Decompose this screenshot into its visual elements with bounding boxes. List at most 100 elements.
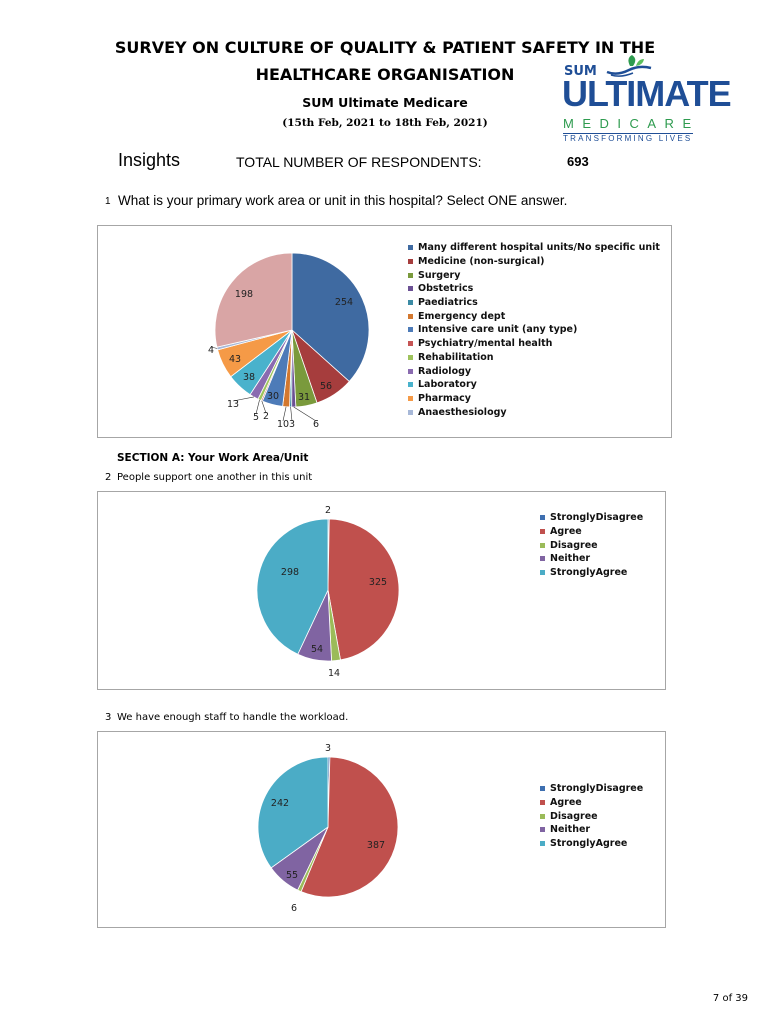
- chart-1-legend: Many different hospital units/No specifi…: [408, 241, 660, 419]
- chart-1-data-label: 6: [313, 419, 319, 430]
- chart-3-data-label: 6: [291, 903, 297, 914]
- chart-1-legend-item-anaesthesiology: Anaesthesiology: [408, 405, 660, 419]
- chart-1-legend-item-rehabilitation: Rehabilitation: [408, 351, 660, 365]
- chart-1-legend-label: Laboratory: [418, 379, 477, 391]
- chart-3-legend-label: StronglyDisagree: [550, 783, 644, 795]
- question-1-number: 1: [105, 196, 111, 207]
- chart-1-data-label: 3: [289, 419, 295, 430]
- chart-1-legend-label: Psychiatry/mental health: [418, 338, 553, 350]
- chart-1-slice-unlabeled: [214, 252, 293, 348]
- question-2-number: 2: [105, 472, 112, 483]
- chart-1-legend-label: Radiology: [418, 365, 472, 377]
- section-a-heading: SECTION A: Your Work Area/Unit: [117, 452, 309, 464]
- chart-2-legend-item-stronglydisagree: StronglyDisagree: [540, 511, 643, 525]
- chart-2-data-label: 2: [325, 505, 331, 516]
- chart-3-legend-item-neither: Neither: [540, 823, 643, 837]
- chart-2-legend-item-agree: Agree: [540, 525, 643, 539]
- chart-1-leader-line: [261, 400, 267, 414]
- chart-2-legend-swatch: [540, 542, 545, 548]
- chart-1-legend-item-medicine-non-surgical: Medicine (non-surgical): [408, 255, 660, 269]
- chart-1-slice-many-different-hospital-units-no-specific-unit: [291, 252, 370, 383]
- logo-medicare-text: MEDICARE: [563, 116, 700, 131]
- chart-1-legend-swatch: [408, 272, 413, 278]
- hand-leaf-icon: [606, 55, 652, 77]
- chart-1-legend-item-paediatrics: Paediatrics: [408, 296, 660, 310]
- survey-dates: (15th Feb, 2021 to 18th Feb, 2021): [282, 117, 488, 129]
- chart-1-legend-swatch: [408, 259, 413, 265]
- chart-1-leader-line: [290, 406, 293, 422]
- report-subtitle: SUM Ultimate Medicare: [302, 95, 468, 110]
- chart-1-legend-swatch: [408, 368, 413, 374]
- chart-3-legend-label: Neither: [550, 824, 591, 836]
- chart-1-data-label: 43: [229, 354, 241, 365]
- insights-label: Insights: [118, 150, 181, 170]
- chart-3-legend-item-stronglydisagree: StronglyDisagree: [540, 782, 643, 796]
- chart-2-data-label: 325: [369, 577, 387, 588]
- chart-3-data-label: 242: [271, 798, 289, 809]
- chart-1-legend-label: Paediatrics: [418, 297, 478, 309]
- chart-2-slice-agree: [327, 518, 400, 661]
- chart-1-legend-item-emergency-dept: Emergency dept: [408, 309, 660, 323]
- chart-1-data-label: 5: [253, 412, 259, 423]
- chart-1-data-label: 56: [320, 381, 332, 392]
- chart-1-legend-label: Emergency dept: [418, 310, 506, 322]
- chart-1-legend-swatch: [408, 286, 413, 292]
- question-2-text: People support one another in this unit: [117, 472, 313, 483]
- chart-2-legend-label: StronglyAgree: [550, 567, 628, 579]
- chart-1-legend-swatch: [408, 327, 413, 333]
- chart-1-legend-label: Anaesthesiology: [418, 406, 507, 418]
- chart-1-legend-label: Medicine (non-surgical): [418, 256, 545, 268]
- chart-1-data-label: 4: [208, 345, 214, 356]
- logo-sum-text: SUM: [564, 64, 597, 79]
- chart-3-slice-agree: [300, 756, 399, 898]
- chart-3-legend-label: StronglyAgree: [550, 838, 628, 850]
- chart-1-leader-line: [255, 399, 260, 415]
- chart-3-legend-item-disagree: Disagree: [540, 809, 643, 823]
- chart-1-leader-line: [232, 396, 255, 402]
- chart-3-legend-swatch: [540, 827, 545, 833]
- chart-2-legend-label: Neither: [550, 553, 591, 565]
- chart-1-data-label: 31: [298, 392, 310, 403]
- chart-1-legend-swatch: [408, 300, 413, 306]
- chart-3-data-label: 55: [286, 870, 298, 881]
- chart-2-box: 2 325 14 54 298 StronglyDisagree Agree Disagre…: [97, 491, 666, 690]
- chart-2-data-label: 298: [281, 567, 299, 578]
- chart-1-data-label: 13: [227, 399, 239, 410]
- chart-1-leader-line: [210, 346, 218, 349]
- chart-1-data-label: 38: [243, 372, 255, 383]
- chart-1-legend-swatch: [408, 382, 413, 388]
- chart-3-legend-label: Agree: [550, 797, 582, 809]
- report-title-line1: SURVEY ON CULTURE OF QUALITY & PATIENT S…: [114, 38, 656, 57]
- chart-1-legend-swatch: [408, 313, 413, 319]
- chart-1-legend-item-pharmacy: Pharmacy: [408, 392, 660, 406]
- chart-1-legend-item-surgery: Surgery: [408, 268, 660, 282]
- chart-2-pie: 2 325 14 54 298: [256, 505, 400, 679]
- chart-3-data-label: 3: [325, 743, 331, 754]
- chart-3-legend-item-agree: Agree: [540, 796, 643, 810]
- chart-1-legend-item-many-different-hospital-units-no-specific-unit: Many different hospital units/No specifi…: [408, 241, 660, 255]
- respondents-label: TOTAL NUMBER OF RESPONDENTS:: [236, 154, 482, 170]
- chart-2-legend-item-disagree: Disagree: [540, 538, 643, 552]
- chart-3-legend-swatch: [540, 786, 545, 792]
- chart-1-legend-swatch: [408, 354, 413, 360]
- chart-3-box: 3 387 6 55 242 StronglyDisagree Agree Disagree…: [97, 731, 666, 928]
- chart-3-slice-stronglyagree: [257, 756, 329, 869]
- question-3-number: 3: [105, 712, 112, 723]
- logo-ultimate-text: ULTIMATE: [562, 73, 732, 114]
- chart-1-legend-item-radiology: Radiology: [408, 364, 660, 378]
- page-number: 7 of 39: [712, 993, 748, 1004]
- respondents-count: 693: [567, 154, 589, 169]
- chart-2-data-label: 54: [311, 644, 323, 655]
- chart-1-legend-item-intensive-care-unit-any-type: Intensive care unit (any type): [408, 323, 660, 337]
- chart-1-legend-label: Surgery: [418, 269, 461, 281]
- chart-1-legend-label: Pharmacy: [418, 392, 471, 404]
- chart-2-legend-swatch: [540, 556, 545, 562]
- chart-1-legend-item-laboratory: Laboratory: [408, 378, 660, 392]
- chart-1-legend-swatch: [408, 341, 413, 347]
- chart-1-leader-line: [293, 406, 317, 422]
- chart-1-legend-swatch: [408, 245, 413, 251]
- chart-2-legend: StronglyDisagree Agree Disagree Neither Stro…: [540, 511, 643, 579]
- chart-3-legend-item-stronglyagree: StronglyAgree: [540, 837, 643, 851]
- chart-2-legend-label: StronglyDisagree: [550, 512, 644, 524]
